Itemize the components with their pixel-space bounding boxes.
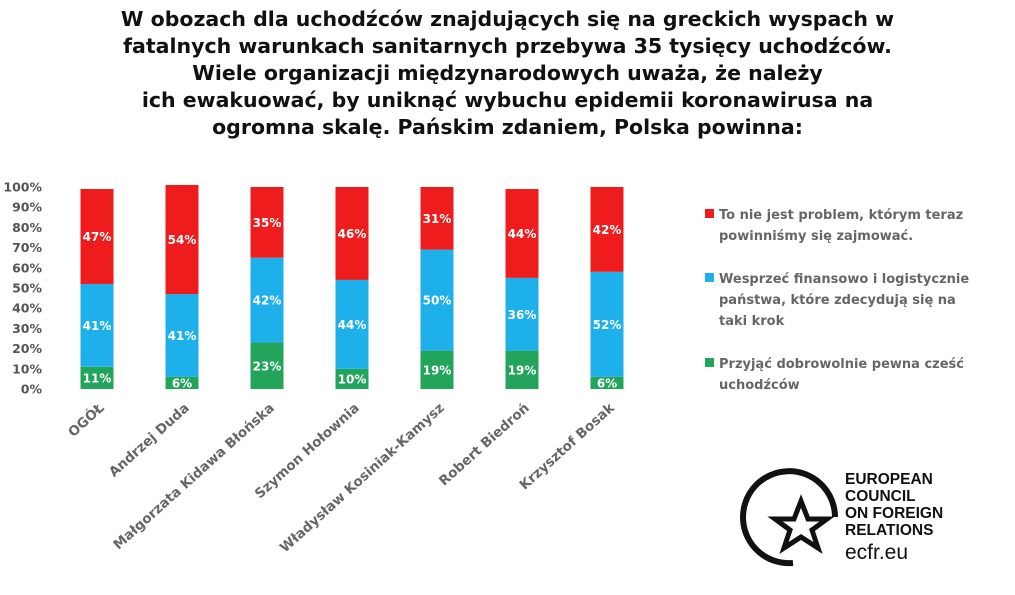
y-tick-label: 60% — [12, 260, 42, 275]
bar-segment — [335, 279, 369, 369]
bar-segment — [165, 184, 199, 295]
data-label: 47% — [83, 230, 112, 244]
bar-segment — [505, 277, 539, 351]
y-tick-label: 0% — [21, 382, 43, 397]
bar-segment — [590, 271, 624, 377]
legend-swatch — [705, 273, 714, 282]
data-label: 54% — [168, 233, 197, 247]
legend-label-line: państwa, które zdecydują się na — [719, 293, 956, 308]
bar-segment — [590, 187, 624, 272]
data-label: 44% — [508, 227, 537, 241]
legend: To nie jest problem, którym teraz powinn… — [705, 205, 1005, 418]
data-label: 52% — [593, 318, 622, 332]
logo-text-line: COUNCIL — [845, 488, 916, 505]
legend-label-line: taki krok — [719, 314, 785, 329]
y-tick-label: 70% — [12, 240, 42, 255]
y-tick-label: 40% — [12, 301, 42, 316]
bars — [80, 184, 624, 389]
y-axis: 0% 10% 20% 30% 40% 50% 60% 70% 80% 90% 100% — [3, 180, 42, 397]
legend-label: Przyjąć dobrowolnie pewna cześć uchodźcó… — [719, 354, 1005, 396]
ecfr-logo: EUROPEAN COUNCIL ON FOREIGN RELATIONS ec… — [735, 455, 1005, 570]
data-label: 6% — [597, 376, 617, 390]
legend-item-financial-support: Wesprzeć finansowo i logistycznie państw… — [705, 269, 1005, 332]
legend-label-line: Przyjąć dobrowolnie pewna cześć — [719, 357, 964, 372]
logo-text-line: ON FOREIGN — [845, 505, 944, 522]
y-tick-label: 30% — [12, 321, 42, 336]
bar-segment — [335, 187, 369, 280]
title-line: W obozach dla uchodźców znajdujących się… — [120, 7, 895, 31]
bar-segment — [335, 368, 369, 389]
data-label: 6% — [172, 376, 192, 390]
logo-url: ecfr.eu — [845, 541, 909, 564]
data-label: 44% — [338, 318, 367, 332]
data-label: 35% — [253, 216, 282, 230]
category-label: Małgorzata Kidawa Błońska — [110, 400, 277, 553]
data-label: 19% — [508, 363, 537, 377]
logo-text-line: EUROPEAN — [845, 471, 933, 488]
legend-label: Wesprzeć finansowo i logistycznie państw… — [719, 269, 1005, 332]
category-label: Andrzej Duda — [106, 400, 193, 480]
bar-segment — [505, 350, 539, 389]
data-label: 41% — [83, 319, 112, 333]
title-line: ich ewakuować, by uniknąć wybuchu epidem… — [141, 88, 874, 112]
logo-text-line: RELATIONS — [845, 522, 934, 539]
data-label: 23% — [253, 359, 282, 373]
title-line: ogromna skalę. Pańskim zdaniem, Polska p… — [212, 115, 803, 139]
bar-segment — [250, 257, 284, 343]
legend-swatch — [705, 209, 714, 218]
bar-segment — [590, 376, 624, 389]
data-label: 10% — [338, 372, 367, 386]
bar-segment — [165, 294, 199, 377]
data-label: 50% — [423, 294, 452, 308]
bar-segment — [420, 350, 454, 389]
chart-title: W obozach dla uchodźców znajdujących się… — [40, 6, 975, 141]
bar-segment — [420, 249, 454, 351]
y-tick-label: 90% — [12, 200, 42, 215]
bar-segment — [80, 189, 114, 284]
y-tick-label: 100% — [3, 180, 42, 195]
legend-label-line: Wesprzeć finansowo i logistycznie — [719, 272, 970, 287]
data-label: 11% — [83, 371, 112, 385]
data-label: 46% — [338, 227, 367, 241]
legend-label: To nie jest problem, którym teraz powinn… — [719, 205, 1005, 247]
data-label: 19% — [423, 363, 452, 377]
title-line: fatalnych warunkach sanitarnych przebywa… — [123, 34, 892, 58]
data-label: 42% — [593, 223, 622, 237]
legend-item-not-a-problem: To nie jest problem, którym teraz powinn… — [705, 205, 1005, 247]
legend-label-line: uchodźców — [719, 378, 800, 393]
title-line: Wiele organizacji międzynarodowych uważa… — [192, 61, 823, 85]
bar-segment — [250, 187, 284, 258]
y-tick-label: 20% — [12, 341, 42, 356]
bar-segment — [505, 189, 539, 278]
legend-swatch — [705, 358, 714, 367]
category-label: Robert Biedroń — [436, 400, 533, 489]
category-label: Krzysztof Bosak — [517, 399, 619, 493]
bar-segment — [420, 187, 454, 250]
bar-segment — [80, 283, 114, 367]
bar-segment — [165, 376, 199, 389]
data-label: 36% — [508, 308, 537, 322]
bar-segment — [250, 342, 284, 389]
bar-segment — [80, 366, 114, 389]
y-tick-label: 10% — [12, 361, 42, 376]
data-labels: 11% 41% 47% 6% 41% 54% 23% 42% 35% 10% 44% 46% 19% 50… — [83, 212, 622, 391]
category-label: Władysław Kosiniak-Kamysz — [277, 400, 448, 556]
star-circle-icon — [740, 468, 838, 567]
legend-label-line: To nie jest problem, którym teraz — [719, 208, 964, 223]
legend-label-line: powinniśmy się zajmować. — [719, 229, 914, 244]
y-tick-label: 80% — [12, 220, 42, 235]
data-label: 31% — [423, 212, 452, 226]
legend-item-accept-refugees: Przyjąć dobrowolnie pewna cześć uchodźcó… — [705, 354, 1005, 396]
data-label: 42% — [253, 294, 282, 308]
category-label: OGÓŁ — [64, 398, 108, 440]
y-tick-label: 50% — [12, 281, 42, 296]
data-label: 41% — [168, 329, 197, 343]
